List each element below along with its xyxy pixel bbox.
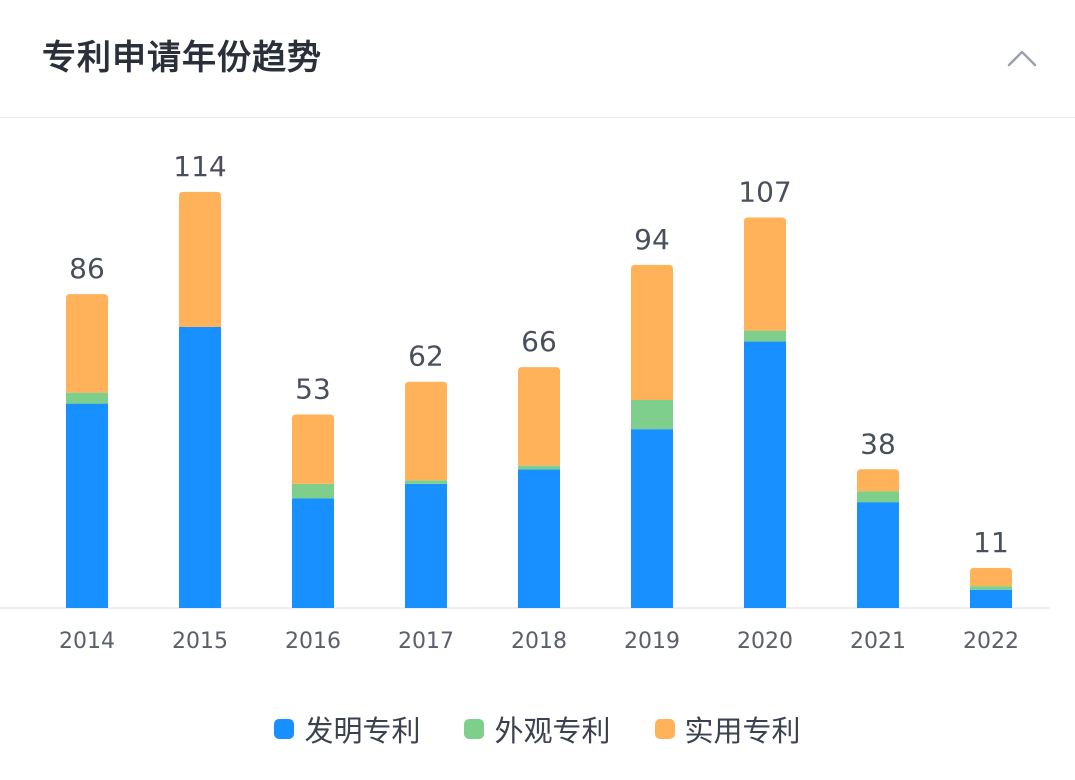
bar-segment-2017-0[interactable]	[405, 483, 447, 608]
legend-item-utility[interactable]: 实用专利	[654, 708, 801, 750]
bar-segment-2021-1[interactable]	[857, 491, 899, 503]
legend-item-design[interactable]: 外观专利	[464, 708, 611, 750]
bar-segment-2021-0[interactable]	[857, 502, 899, 608]
bar-segment-2014-0[interactable]	[66, 403, 108, 608]
x-tick-label-2015: 2015	[172, 629, 228, 654]
bar-segment-2014-1[interactable]	[66, 392, 108, 404]
total-label-2022: 11	[973, 526, 1009, 559]
bar-segment-2017-2[interactable]	[405, 381, 447, 481]
bar-segment-2016-2[interactable]	[292, 414, 334, 484]
x-tick-label-2016: 2016	[285, 629, 341, 654]
bar-segment-2018-0[interactable]	[518, 469, 560, 608]
total-label-2020: 107	[738, 175, 791, 208]
total-label-2016: 53	[295, 373, 331, 406]
bar-segment-2017-1[interactable]	[405, 480, 447, 484]
total-label-2018: 66	[521, 325, 557, 358]
bar-segment-2014-2[interactable]	[66, 294, 108, 393]
legend-item-invention[interactable]: 发明专利	[274, 708, 420, 750]
x-tick-label-2022: 2022	[963, 629, 1019, 654]
x-tick-label-2018: 2018	[511, 629, 567, 654]
bar-segment-2015-0[interactable]	[179, 326, 221, 608]
total-label-2015: 114	[173, 150, 226, 183]
x-tick-label-2020: 2020	[737, 629, 793, 654]
total-label-2021: 38	[860, 427, 896, 460]
legend-swatch-invention	[274, 719, 295, 739]
x-tick-label-2021: 2021	[850, 629, 906, 654]
legend-label-design: 外观专利	[494, 714, 611, 748]
chart-title: 专利申请年份趋势	[42, 38, 322, 78]
bar-segment-2016-0[interactable]	[292, 498, 334, 609]
chevron-up-icon	[1007, 50, 1037, 67]
x-tick-label-2019: 2019	[624, 629, 680, 654]
bar-segment-2021-2[interactable]	[857, 469, 899, 492]
total-label-2014: 86	[69, 252, 105, 285]
bar-segment-2019-0[interactable]	[631, 429, 673, 608]
chart-legend: 发明专利 外观专利 实用专利	[0, 704, 1075, 754]
legend-swatch-utility	[654, 719, 675, 739]
bar-segment-2019-1[interactable]	[631, 399, 673, 430]
x-tick-label-2014: 2014	[59, 629, 115, 654]
legend-label-invention: 发明专利	[304, 714, 421, 748]
bar-segment-2022-1[interactable]	[970, 586, 1012, 590]
bar-segment-2016-1[interactable]	[292, 483, 334, 499]
chart-header: 专利申请年份趋势	[0, 0, 1075, 118]
collapse-button[interactable]	[1000, 38, 1044, 78]
bar-segment-2020-0[interactable]	[744, 341, 786, 608]
total-label-2019: 94	[634, 223, 670, 256]
bar-segment-2022-0[interactable]	[970, 589, 1012, 608]
bar-segment-2015-2[interactable]	[179, 191, 221, 327]
bar-segment-2020-2[interactable]	[744, 217, 786, 331]
legend-label-utility: 实用专利	[684, 714, 801, 748]
legend-swatch-design	[464, 719, 485, 739]
bar-segment-2020-1[interactable]	[744, 330, 786, 342]
bar-segment-2019-2[interactable]	[631, 264, 673, 400]
bar-segment-2018-1[interactable]	[518, 465, 560, 470]
stacked-bar-chart: 86 2014 114 2015 53 2016 62 2017 66 2018 94 2019 107…	[0, 150, 1050, 654]
bar-segment-2018-2[interactable]	[518, 367, 560, 466]
bar-segment-2022-2[interactable]	[970, 567, 1012, 587]
x-tick-label-2017: 2017	[398, 629, 454, 654]
total-label-2017: 62	[408, 340, 444, 373]
